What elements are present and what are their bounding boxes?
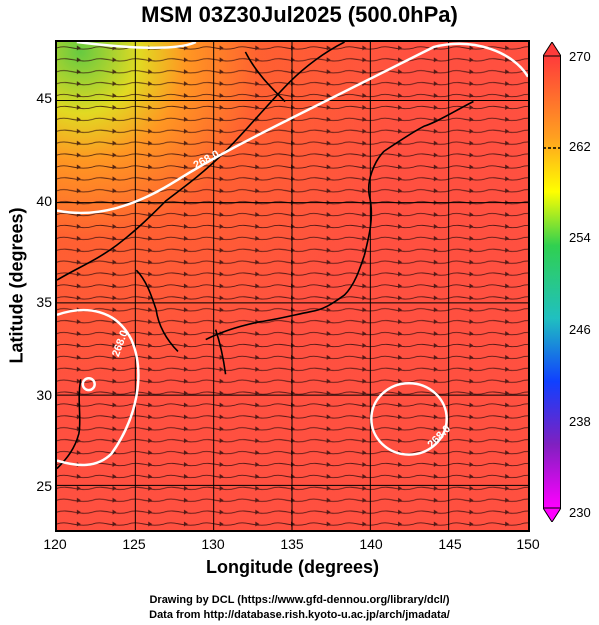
- y-tick-label: 25: [36, 478, 52, 494]
- x-axis-label: Longitude (degrees): [205, 557, 379, 577]
- colorbar-tick: 270: [569, 49, 591, 64]
- colorbar-tick: 254: [569, 230, 591, 245]
- map-plot-area: 268.0 268.0 268.0: [55, 40, 530, 532]
- coastlines: [57, 42, 474, 470]
- x-tick-label: 125: [122, 536, 146, 552]
- x-tick-label: 145: [438, 536, 462, 552]
- colorbar: [543, 42, 561, 522]
- credit-line: Data from http://database.rish.kyoto-u.a…: [149, 609, 450, 621]
- y-axis-label: Latitude (degrees): [6, 207, 27, 364]
- x-tick-label: 150: [516, 536, 540, 552]
- y-tick-label: 35: [36, 294, 52, 310]
- y-tick-label: 45: [36, 90, 52, 106]
- colorbar-tick: 230: [569, 505, 591, 520]
- x-tick-label: 130: [201, 536, 225, 552]
- contour-lines: [57, 42, 528, 467]
- y-tick-label: 30: [36, 387, 52, 403]
- x-tick-label: 120: [43, 536, 67, 552]
- colorbar-tick: 238: [569, 414, 591, 429]
- map-title: MSM 03Z30Jul2025 (500.0hPa): [141, 2, 458, 27]
- colorbar-tick: 246: [569, 322, 591, 337]
- map-svg: 268.0 268.0 268.0: [57, 42, 528, 530]
- y-tick-label: 40: [36, 193, 52, 209]
- colorbar-tick: 262: [569, 139, 591, 154]
- credit-line: Drawing by DCL (https://www.gfd-dennou.o…: [149, 594, 450, 606]
- x-tick-label: 135: [280, 536, 304, 552]
- x-tick-label: 140: [359, 536, 383, 552]
- lat-lon-grid: [57, 42, 528, 530]
